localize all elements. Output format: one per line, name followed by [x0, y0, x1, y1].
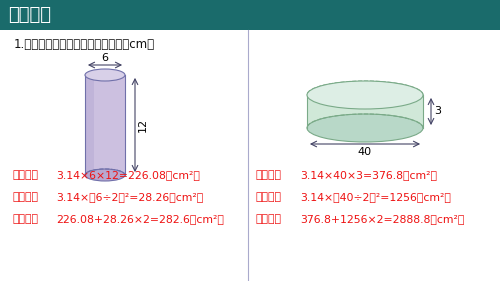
Text: 376.8+1256×2=2888.8（cm²）: 376.8+1256×2=2888.8（cm²） — [300, 214, 464, 224]
Text: 3: 3 — [434, 106, 441, 117]
Ellipse shape — [85, 169, 125, 181]
Text: 3.14×40×3=376.8（cm²）: 3.14×40×3=376.8（cm²） — [300, 170, 437, 180]
Text: 3.14×6×12=226.08（cm²）: 3.14×6×12=226.08（cm²） — [56, 170, 200, 180]
Bar — [85, 75, 94, 175]
Bar — [0, 0, 500, 30]
Text: 6: 6 — [102, 53, 108, 63]
Bar — [307, 95, 423, 128]
Text: 226.08+28.26×2=282.6（cm²）: 226.08+28.26×2=282.6（cm²） — [56, 214, 224, 224]
Text: 傑面积：: 傑面积： — [255, 170, 281, 180]
Ellipse shape — [85, 69, 125, 81]
Bar — [85, 75, 125, 175]
Text: 3.14×（6÷2）²=28.26（cm²）: 3.14×（6÷2）²=28.26（cm²） — [56, 192, 203, 202]
Text: 傑面积：: 傑面积： — [12, 170, 38, 180]
Ellipse shape — [307, 114, 423, 142]
Text: 12: 12 — [138, 118, 148, 132]
Text: 底面积：: 底面积： — [12, 192, 38, 202]
Text: 表面积：: 表面积： — [255, 214, 281, 224]
Bar — [0, 30, 500, 281]
Text: 课堂练习: 课堂练习 — [8, 6, 51, 24]
Text: 1.计算下面圆柱的表面积。（单位：cm）: 1.计算下面圆柱的表面积。（单位：cm） — [14, 38, 155, 51]
Text: 表面积：: 表面积： — [12, 214, 38, 224]
Text: 底面积：: 底面积： — [255, 192, 281, 202]
Text: 3.14×（40÷2）²=1256（cm²）: 3.14×（40÷2）²=1256（cm²） — [300, 192, 451, 202]
Ellipse shape — [307, 81, 423, 109]
Text: 40: 40 — [358, 147, 372, 157]
